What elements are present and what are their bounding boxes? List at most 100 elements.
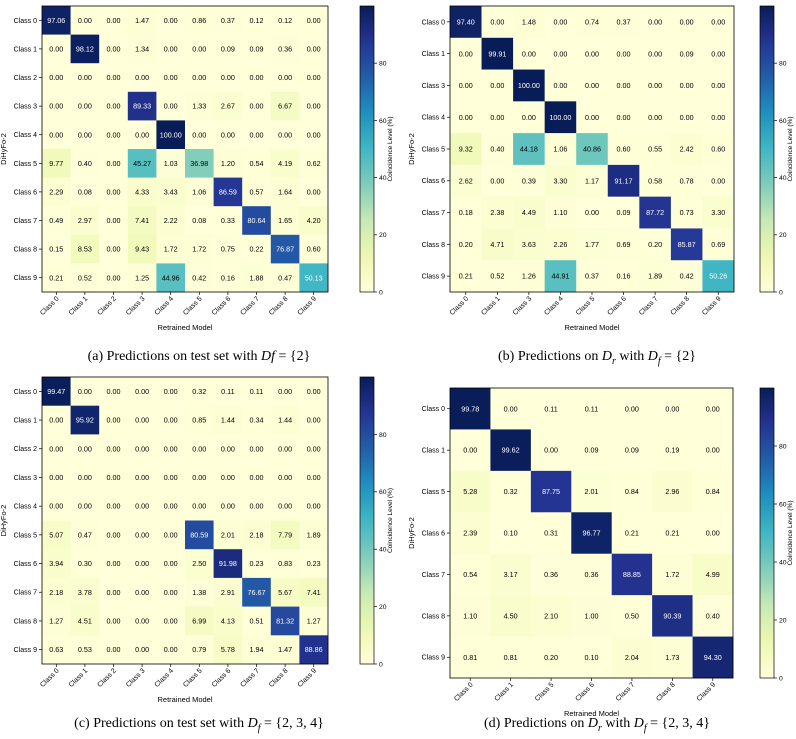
cell-value-label: 0.00 bbox=[544, 446, 558, 455]
colorbar-tick-label: 60 bbox=[379, 118, 387, 125]
cell-value-label: 0.00 bbox=[711, 113, 725, 122]
cell-value-label: 0.00 bbox=[107, 617, 121, 626]
heatmap-cell bbox=[450, 388, 491, 430]
cell-value-label: 1.27 bbox=[307, 617, 321, 626]
cell-value-label: 0.00 bbox=[107, 216, 121, 225]
cell-value-label: 0.54 bbox=[463, 570, 477, 579]
cell-value-label: 99.91 bbox=[488, 49, 506, 58]
heatmap-cell bbox=[544, 37, 577, 70]
heatmap-cell bbox=[299, 120, 329, 150]
y-axis-label: DiHyFo-2 bbox=[407, 133, 416, 165]
cell-value-label: 0.52 bbox=[78, 273, 92, 282]
cell-value-label: 0.00 bbox=[164, 502, 178, 511]
heatmap-cell bbox=[242, 6, 272, 35]
cell-value-label: 0.00 bbox=[459, 81, 473, 90]
heatmap-cell bbox=[450, 6, 482, 39]
cell-value-label: 0.00 bbox=[107, 245, 121, 254]
cell-value-label: 2.42 bbox=[680, 145, 694, 154]
cell-value-label: 0.00 bbox=[221, 130, 235, 139]
heatmap-cell bbox=[450, 553, 491, 596]
colorbar-tick-label: 0 bbox=[779, 675, 783, 682]
cell-value-label: 0.00 bbox=[49, 502, 63, 511]
cell-value-label: 1.27 bbox=[49, 617, 63, 626]
heatmap-cell bbox=[242, 520, 272, 550]
cell-value-label: 0.55 bbox=[648, 145, 662, 154]
cell-value-label: 0.15 bbox=[49, 245, 63, 254]
cell-value-label: 0.00 bbox=[463, 446, 477, 455]
colorbar bbox=[759, 387, 775, 679]
heatmap-cell bbox=[270, 577, 300, 607]
heatmap-cell bbox=[571, 512, 613, 555]
heatmap-cell bbox=[127, 463, 157, 493]
cell-value-label: 0.23 bbox=[307, 559, 321, 568]
cell-value-label: 0.00 bbox=[135, 617, 149, 626]
heatmap-cell bbox=[639, 260, 672, 293]
cell-value-label: 0.00 bbox=[648, 49, 662, 58]
heatmap-cell bbox=[530, 595, 572, 637]
cell-value-label: 8.53 bbox=[78, 245, 92, 254]
cell-value-label: 0.00 bbox=[278, 130, 292, 139]
cell-value-label: 0.00 bbox=[135, 130, 149, 139]
heatmap-cell bbox=[270, 34, 300, 64]
heatmap-cell bbox=[42, 434, 71, 464]
heatmap-cell bbox=[299, 206, 329, 236]
heatmap-cell bbox=[576, 133, 609, 166]
heatmap-cell bbox=[99, 177, 129, 207]
colorbar bbox=[759, 5, 775, 293]
y-tick-label: Class 5 bbox=[14, 161, 37, 168]
heatmap-cell bbox=[571, 595, 613, 637]
cell-value-label: 7.41 bbox=[307, 588, 321, 597]
heatmap-cell bbox=[670, 164, 703, 197]
colorbar bbox=[359, 376, 375, 665]
cell-value-label: 0.36 bbox=[585, 570, 599, 579]
cell-value-label: 50.13 bbox=[305, 273, 323, 282]
heatmap-cell bbox=[481, 6, 514, 39]
heatmap-cell bbox=[692, 512, 734, 555]
cell-value-label: 0.00 bbox=[49, 44, 63, 53]
heatmap-cell bbox=[639, 133, 672, 166]
heatmap-cell bbox=[530, 470, 572, 513]
cell-value-label: 0.00 bbox=[307, 187, 321, 196]
cell-value-label: 0.00 bbox=[164, 16, 178, 25]
colorbar-tick-label: 40 bbox=[779, 175, 787, 182]
colorbar-tick-label: 0 bbox=[779, 289, 783, 296]
cell-value-label: 0.08 bbox=[192, 216, 206, 225]
heatmap-cell bbox=[571, 470, 613, 513]
heatmap-cell bbox=[185, 635, 214, 665]
y-tick-label: Class 4 bbox=[422, 115, 445, 122]
heatmap-cell bbox=[652, 470, 693, 513]
y-tick-label: Class 9 bbox=[14, 647, 37, 654]
cell-value-label: 0.00 bbox=[135, 530, 149, 539]
cell-value-label: 0.12 bbox=[250, 16, 264, 25]
y-tick-label: Class 2 bbox=[14, 446, 37, 453]
cell-value-label: 0.37 bbox=[221, 16, 235, 25]
heatmap-cell bbox=[692, 429, 734, 472]
x-tick-label: Class 2 bbox=[96, 667, 118, 689]
heatmap-cell bbox=[607, 228, 640, 261]
heatmap-cell bbox=[185, 434, 214, 464]
cell-value-label: 0.00 bbox=[307, 387, 321, 396]
caption-d: (d) Predictions on Dr with Df = {2, 3, 4… bbox=[484, 716, 710, 734]
heatmap-cell bbox=[185, 177, 214, 207]
heatmap-cell bbox=[607, 101, 640, 134]
cell-value-label: 0.00 bbox=[307, 473, 321, 482]
heatmap-cell bbox=[513, 133, 545, 166]
heatmap-cell bbox=[99, 206, 129, 236]
colorbar-tick-label: 20 bbox=[379, 604, 387, 611]
heatmap-cell bbox=[99, 405, 129, 435]
heatmap-cell bbox=[702, 69, 735, 102]
heatmap-cell bbox=[607, 260, 640, 293]
heatmap-cell bbox=[99, 577, 129, 607]
heatmap-cell bbox=[450, 37, 482, 70]
heatmap-cell bbox=[127, 34, 157, 64]
cell-value-label: 1.72 bbox=[164, 245, 178, 254]
cell-value-label: 0.00 bbox=[490, 17, 504, 26]
x-tick-label: Class 4 bbox=[154, 667, 176, 689]
heatmap-cell bbox=[450, 133, 482, 166]
heatmap-cell bbox=[156, 577, 186, 607]
heatmap-cell bbox=[156, 377, 186, 406]
heatmap-cell bbox=[490, 512, 532, 555]
heatmap-cell bbox=[670, 6, 703, 39]
cell-value-label: 0.00 bbox=[164, 102, 178, 111]
heatmap-cell bbox=[127, 263, 157, 293]
